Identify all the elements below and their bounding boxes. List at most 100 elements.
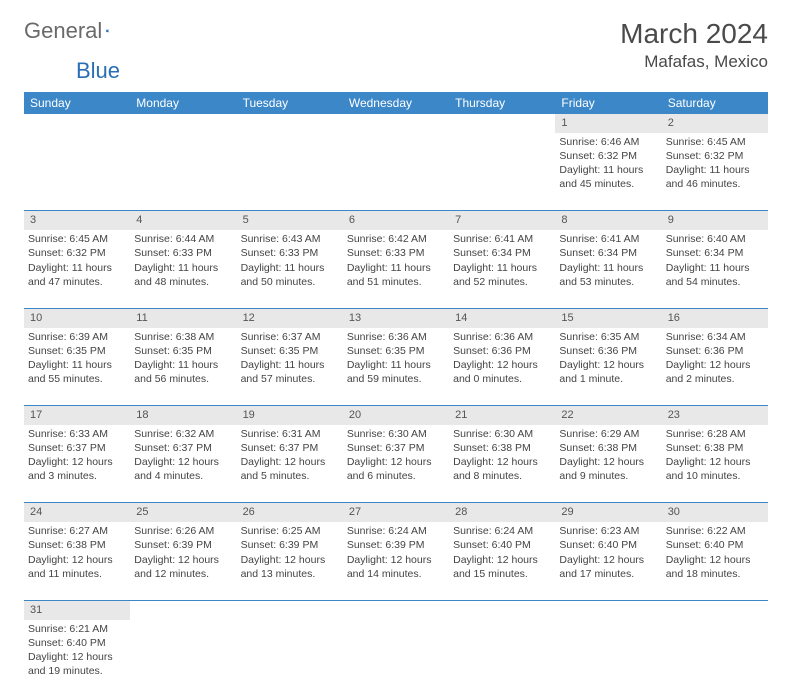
day-number-row: 10111213141516 (24, 308, 768, 327)
day-header-row: Sunday Monday Tuesday Wednesday Thursday… (24, 92, 768, 114)
sunrise-text: Sunrise: 6:43 AM (241, 232, 339, 246)
day-number-row: 12 (24, 114, 768, 133)
sunset-text: Sunset: 6:32 PM (559, 149, 657, 163)
sunset-text: Sunset: 6:33 PM (241, 246, 339, 260)
day-number-cell: 9 (662, 211, 768, 230)
sunrise-text: Sunrise: 6:29 AM (559, 427, 657, 441)
sunrise-text: Sunrise: 6:35 AM (559, 330, 657, 344)
day-number-cell: 28 (449, 503, 555, 522)
day-cell: Sunrise: 6:30 AMSunset: 6:38 PMDaylight:… (449, 425, 555, 503)
daylight-text: Daylight: 11 hours and 51 minutes. (347, 261, 445, 289)
day-header: Monday (130, 92, 236, 114)
sunset-text: Sunset: 6:36 PM (453, 344, 551, 358)
day-number-cell (343, 600, 449, 619)
day-number-cell: 26 (237, 503, 343, 522)
day-cell (662, 620, 768, 698)
week-row: Sunrise: 6:27 AMSunset: 6:38 PM Daylight:… (24, 522, 768, 600)
sunrise-text: Sunrise: 6:46 AM (559, 135, 657, 149)
week-row: Sunrise: 6:45 AMSunset: 6:32 PMDaylight:… (24, 230, 768, 308)
daylight-text: Daylight: 12 hours and 5 minutes. (241, 455, 339, 483)
day-cell: Sunrise: 6:45 AMSunset: 6:32 PMDaylight:… (24, 230, 130, 308)
sunset-text: Sunset: 6:39 PM (134, 538, 232, 552)
daylight-text: Daylight: 12 hours and 9 minutes. (559, 455, 657, 483)
day-number-cell: 25 (130, 503, 236, 522)
day-number-cell: 10 (24, 308, 130, 327)
sunrise-text: Sunrise: 6:30 AM (453, 427, 551, 441)
day-number-cell: 7 (449, 211, 555, 230)
day-cell: Sunrise: 6:25 AMSunset: 6:39 PMDaylight:… (237, 522, 343, 600)
sunrise-text: Sunrise: 6:27 AM (28, 524, 126, 538)
day-number-cell: 1 (555, 114, 661, 133)
daylight-text: Daylight: 12 hours and 4 minutes. (134, 455, 232, 483)
week-row: Sunrise: 6:21 AMSunset: 6:40 PMDaylight:… (24, 620, 768, 698)
day-cell (237, 133, 343, 211)
day-number-row: 17181920212223 (24, 406, 768, 425)
day-number-cell: 31 (24, 600, 130, 619)
sunset-text: Sunset: 6:34 PM (559, 246, 657, 260)
day-cell (343, 133, 449, 211)
sunset-text: Sunset: 6:38 PM (559, 441, 657, 455)
day-header: Tuesday (237, 92, 343, 114)
day-number-cell: 30 (662, 503, 768, 522)
daylight-text: Daylight: 11 hours and 48 minutes. (134, 261, 232, 289)
sunset-text: Sunset: 6:39 PM (241, 538, 339, 552)
sunset-text: Sunset: 6:34 PM (453, 246, 551, 260)
daylight-text: Daylight: 11 hours and 55 minutes. (28, 358, 126, 386)
day-cell: Sunrise: 6:45 AMSunset: 6:32 PMDaylight:… (662, 133, 768, 211)
daylight-text: Daylight: 12 hours and 19 minutes. (28, 650, 126, 678)
daylight-text: Daylight: 11 hours and 45 minutes. (559, 163, 657, 191)
day-number-cell: 14 (449, 308, 555, 327)
sunrise-text: Sunrise: 6:45 AM (666, 135, 764, 149)
sunset-text: Sunset: 6:38 PM (28, 538, 126, 552)
day-number-row: 31 (24, 600, 768, 619)
day-number-cell: 13 (343, 308, 449, 327)
sunset-text: Sunset: 6:37 PM (28, 441, 126, 455)
day-cell (343, 620, 449, 698)
day-number-cell: 24 (24, 503, 130, 522)
daylight-text: Daylight: 11 hours and 50 minutes. (241, 261, 339, 289)
sunset-text: Sunset: 6:36 PM (559, 344, 657, 358)
day-cell: Sunrise: 6:39 AMSunset: 6:35 PMDaylight:… (24, 328, 130, 406)
day-cell (24, 133, 130, 211)
day-cell (130, 620, 236, 698)
sunset-text: Sunset: 6:32 PM (28, 246, 126, 260)
day-header: Sunday (24, 92, 130, 114)
daylight-text: Daylight: 12 hours and 12 minutes. (134, 553, 232, 581)
daylight-text: Daylight: 12 hours and 6 minutes. (347, 455, 445, 483)
sunset-text: Sunset: 6:40 PM (453, 538, 551, 552)
day-cell: Sunrise: 6:46 AMSunset: 6:32 PMDaylight:… (555, 133, 661, 211)
sunrise-text: Sunrise: 6:39 AM (28, 330, 126, 344)
sunset-text: Sunset: 6:37 PM (347, 441, 445, 455)
day-cell: Sunrise: 6:35 AMSunset: 6:36 PMDaylight:… (555, 328, 661, 406)
day-number-cell: 23 (662, 406, 768, 425)
day-cell: Sunrise: 6:41 AMSunset: 6:34 PMDaylight:… (449, 230, 555, 308)
day-cell: Sunrise: 6:30 AMSunset: 6:37 PMDaylight:… (343, 425, 449, 503)
sunset-text: Sunset: 6:40 PM (559, 538, 657, 552)
logo-flag-icon (106, 22, 110, 40)
day-number-cell: 21 (449, 406, 555, 425)
day-number-cell (449, 600, 555, 619)
day-cell (555, 620, 661, 698)
sunrise-text: Sunrise: 6:36 AM (453, 330, 551, 344)
day-number-cell: 8 (555, 211, 661, 230)
day-number-cell: 29 (555, 503, 661, 522)
day-cell: Sunrise: 6:43 AMSunset: 6:33 PMDaylight:… (237, 230, 343, 308)
daylight-text: Daylight: 12 hours and 10 minutes. (666, 455, 764, 483)
sunrise-text: Sunrise: 6:37 AM (241, 330, 339, 344)
sunrise-text: Sunrise: 6:41 AM (453, 232, 551, 246)
logo-text-blue: Blue (76, 58, 120, 83)
sunset-text: Sunset: 6:38 PM (453, 441, 551, 455)
day-cell: Sunrise: 6:32 AMSunset: 6:37 PMDaylight:… (130, 425, 236, 503)
day-cell: Sunrise: 6:22 AMSunset: 6:40 PMDaylight:… (662, 522, 768, 600)
sunrise-text: Sunrise: 6:34 AM (666, 330, 764, 344)
day-cell: Sunrise: 6:42 AMSunset: 6:33 PMDaylight:… (343, 230, 449, 308)
daylight-text: Daylight: 11 hours and 59 minutes. (347, 358, 445, 386)
day-number-cell: 19 (237, 406, 343, 425)
day-number-cell: 2 (662, 114, 768, 133)
sunrise-text: Sunrise: 6:22 AM (666, 524, 764, 538)
calendar-table: Sunday Monday Tuesday Wednesday Thursday… (24, 92, 768, 698)
day-cell (237, 620, 343, 698)
day-number-cell: 4 (130, 211, 236, 230)
week-row: Sunrise: 6:39 AMSunset: 6:35 PMDaylight:… (24, 328, 768, 406)
day-number-cell (343, 114, 449, 133)
